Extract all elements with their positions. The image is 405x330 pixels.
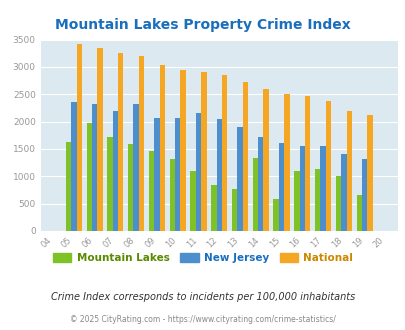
Bar	[346, 111, 351, 231]
Bar	[356, 195, 361, 231]
Bar	[335, 176, 340, 231]
Bar	[320, 146, 325, 231]
Bar	[273, 199, 278, 231]
Bar	[361, 159, 367, 231]
Bar	[278, 143, 284, 231]
Bar	[149, 150, 154, 231]
Bar	[128, 144, 133, 231]
Bar	[211, 185, 216, 231]
Bar	[284, 94, 289, 231]
Bar	[314, 169, 320, 231]
Bar	[154, 118, 159, 231]
Bar	[159, 65, 164, 231]
Bar	[66, 143, 71, 231]
Text: © 2025 CityRating.com - https://www.cityrating.com/crime-statistics/: © 2025 CityRating.com - https://www.city…	[70, 315, 335, 324]
Bar	[71, 102, 77, 231]
Bar	[97, 49, 102, 231]
Bar	[200, 72, 206, 231]
Bar	[340, 154, 346, 231]
Bar	[325, 101, 330, 231]
Bar	[367, 115, 372, 231]
Text: Mountain Lakes Property Crime Index: Mountain Lakes Property Crime Index	[55, 18, 350, 32]
Bar	[175, 118, 180, 231]
Bar	[231, 189, 237, 231]
Text: Crime Index corresponds to incidents per 100,000 inhabitants: Crime Index corresponds to incidents per…	[51, 292, 354, 302]
Bar	[299, 146, 304, 231]
Bar	[263, 89, 268, 231]
Bar	[222, 75, 227, 231]
Bar	[195, 113, 200, 231]
Bar	[304, 96, 310, 231]
Bar	[118, 53, 123, 231]
Bar	[294, 171, 299, 231]
Bar	[216, 119, 222, 231]
Bar	[139, 56, 144, 231]
Bar	[237, 127, 242, 231]
Bar	[180, 70, 185, 231]
Bar	[190, 171, 195, 231]
Bar	[92, 104, 97, 231]
Legend: Mountain Lakes, New Jersey, National: Mountain Lakes, New Jersey, National	[48, 248, 357, 267]
Bar	[133, 104, 139, 231]
Bar	[107, 137, 113, 231]
Bar	[113, 111, 118, 231]
Bar	[242, 82, 247, 231]
Bar	[252, 158, 258, 231]
Bar	[86, 123, 92, 231]
Bar	[77, 44, 82, 231]
Bar	[169, 159, 175, 231]
Bar	[258, 137, 263, 231]
